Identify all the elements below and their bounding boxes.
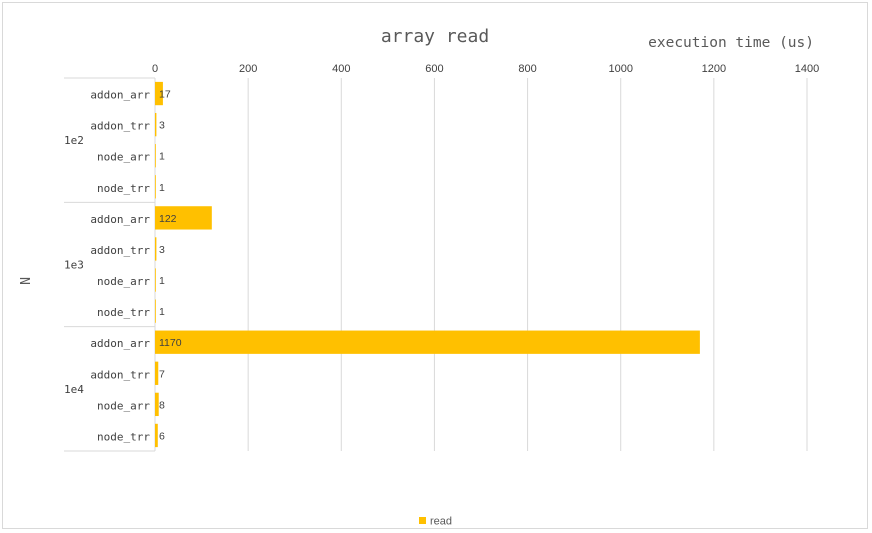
y-axis-title: N bbox=[19, 277, 34, 285]
bar bbox=[155, 206, 212, 230]
bar bbox=[155, 392, 159, 417]
category-label: node_arr bbox=[97, 399, 150, 412]
data-label: 1 bbox=[159, 151, 165, 163]
chart-title: array read bbox=[381, 26, 489, 47]
category-label: addon_arr bbox=[90, 213, 150, 226]
category-label: addon_trr bbox=[90, 120, 150, 133]
x-tick-label: 0 bbox=[152, 63, 158, 75]
data-label: 1 bbox=[159, 306, 165, 318]
category-label: node_trr bbox=[97, 430, 150, 443]
bar bbox=[155, 330, 700, 354]
x-tick-label: 400 bbox=[332, 63, 350, 75]
x-tick-label: 200 bbox=[239, 63, 257, 75]
bar bbox=[155, 268, 156, 292]
data-label: 1170 bbox=[159, 337, 182, 349]
category-label: addon_trr bbox=[90, 244, 150, 257]
data-label: 122 bbox=[159, 213, 177, 225]
category-label: node_arr bbox=[97, 151, 150, 164]
data-label: 1 bbox=[159, 182, 165, 194]
category-label: node_trr bbox=[97, 182, 150, 195]
bar bbox=[155, 112, 157, 137]
group-label: 1e4 bbox=[64, 383, 84, 396]
bar bbox=[155, 237, 157, 261]
x-tick-label: 600 bbox=[425, 63, 443, 75]
bar bbox=[155, 299, 156, 323]
category-label: addon_arr bbox=[90, 337, 150, 350]
group-label: 1e3 bbox=[64, 259, 84, 272]
x-tick-label: 1400 bbox=[795, 63, 819, 75]
x-tick-label: 1000 bbox=[608, 63, 632, 75]
plot-area: 0 200 400 600 800 1000 1200 1400 1e2 1e3 1e4 addon_… bbox=[64, 63, 819, 452]
bar bbox=[155, 423, 158, 448]
legend-swatch-read bbox=[419, 517, 426, 524]
x-tick-label: 1200 bbox=[702, 63, 726, 75]
data-label: 6 bbox=[159, 430, 165, 442]
category-label: addon_trr bbox=[90, 368, 150, 381]
bar bbox=[155, 361, 159, 385]
bar bbox=[155, 81, 163, 106]
bar bbox=[155, 175, 156, 199]
x-axis-title: execution time (us) bbox=[648, 35, 814, 51]
legend: read bbox=[419, 516, 452, 528]
x-tick-label: 800 bbox=[518, 63, 536, 75]
group-label: 1e2 bbox=[64, 134, 84, 147]
data-label: 3 bbox=[159, 244, 165, 256]
category-label: node_trr bbox=[97, 306, 150, 319]
bar bbox=[155, 144, 156, 168]
data-label: 7 bbox=[159, 368, 165, 380]
data-label: 17 bbox=[159, 89, 171, 101]
data-label: 8 bbox=[159, 399, 165, 411]
data-label: 3 bbox=[159, 120, 165, 132]
legend-label-read: read bbox=[430, 516, 452, 528]
category-label: node_arr bbox=[97, 275, 150, 288]
data-label: 1 bbox=[159, 275, 165, 287]
category-label: addon_arr bbox=[90, 89, 150, 102]
